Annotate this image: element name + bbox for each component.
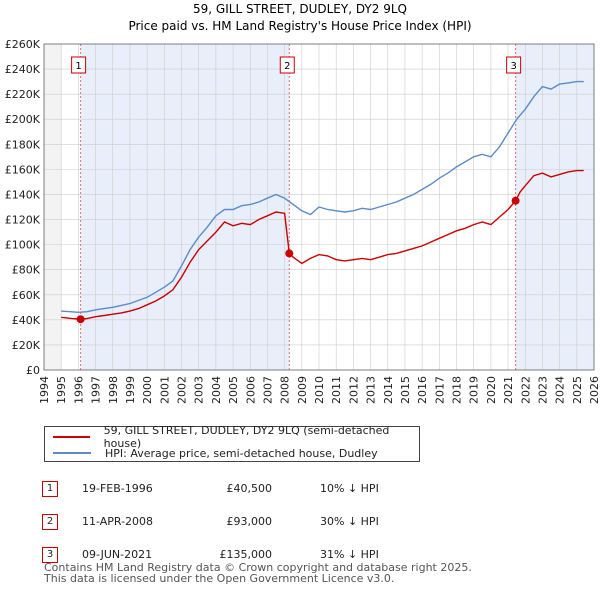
x-tick-label: 2005	[227, 376, 240, 404]
x-tick-label: 2015	[399, 376, 412, 404]
sale-point	[285, 249, 294, 258]
x-tick-label: 2000	[141, 376, 154, 404]
sale-label-number: 1	[75, 61, 81, 72]
y-tick-label: £240K	[5, 63, 41, 76]
x-tick-label: 2019	[468, 376, 481, 404]
x-tick-label: 2002	[176, 376, 189, 404]
chart-title: 59, GILL STREET, DUDLEY, DY2 9LQ	[193, 2, 407, 16]
x-tick-label: 1999	[124, 376, 137, 404]
transaction-price: £93,000	[226, 515, 273, 528]
transaction-price: £135,000	[219, 548, 273, 561]
y-tick-label: £80K	[12, 264, 41, 277]
x-tick-label: 2009	[296, 376, 309, 404]
x-tick-label: 2007	[261, 376, 274, 404]
x-tick-label: 2013	[365, 376, 378, 404]
x-tick-label: 2022	[519, 376, 532, 404]
y-tick-label: £100K	[5, 239, 41, 252]
table-row: 2 11-APR-2008 £93,000 30% ↓ HPI	[42, 505, 379, 538]
sale-label-number: 3	[510, 61, 516, 72]
footer-line-1: Contains HM Land Registry data © Crown c…	[44, 561, 472, 574]
x-tick-label: 2020	[485, 376, 498, 404]
x-tick-label: 2006	[244, 376, 257, 404]
legend-label-hpi: HPI: Average price, semi-detached house,…	[105, 446, 378, 460]
sale-label-box	[506, 56, 522, 74]
legend-swatch-hpi	[53, 452, 91, 454]
footer-attribution: Contains HM Land Registry data © Crown c…	[44, 562, 472, 584]
transaction-price: £40,500	[226, 482, 273, 495]
x-tick-label: 2004	[210, 376, 223, 404]
sale-point	[76, 315, 85, 324]
transaction-hpi: 10% ↓ HPI	[320, 482, 379, 495]
y-tick-label: £40K	[12, 314, 41, 327]
transactions-table: 1 19-FEB-1996 £40,500 10% ↓ HPI 2 11-APR…	[42, 472, 379, 571]
transaction-date: 09-JUN-2021	[82, 548, 153, 561]
x-tick-label: 2025	[571, 376, 584, 404]
x-tick-label: 2026	[588, 376, 600, 404]
x-tick-label: 2024	[554, 376, 567, 404]
x-tick-label: 2018	[451, 376, 464, 404]
x-tick-label: 2016	[416, 376, 429, 404]
plot-frame	[43, 43, 595, 371]
sale-label-number: 2	[284, 61, 290, 72]
y-tick-label: £160K	[5, 163, 41, 176]
chart-subtitle: Price paid vs. HM Land Registry's House …	[128, 19, 471, 33]
transaction-number: 3	[42, 546, 58, 563]
x-tick-label: 1998	[107, 376, 120, 404]
x-tick-label: 2001	[158, 376, 171, 404]
x-tick-label: 2017	[433, 376, 446, 404]
transaction-date: 19-FEB-1996	[82, 482, 153, 495]
x-tick-label: 2010	[313, 376, 326, 404]
x-tick-label: 1996	[72, 376, 85, 404]
x-tick-label: 2023	[536, 376, 549, 404]
pre-data-band	[44, 44, 62, 370]
footer-line-2: This data is licensed under the Open Gov…	[44, 572, 395, 585]
y-tick-label: £260K	[5, 38, 41, 51]
y-tick-label: £20K	[12, 339, 41, 352]
table-row: 1 19-FEB-1996 £40,500 10% ↓ HPI	[42, 472, 379, 505]
transaction-number: 2	[42, 513, 58, 530]
legend-label-property: 59, GILL STREET, DUDLEY, DY2 9LQ (semi-d…	[103, 424, 390, 450]
x-tick-label: 2021	[502, 376, 515, 404]
x-tick-label: 2011	[330, 376, 343, 404]
x-tick-label: 1997	[90, 376, 103, 404]
transaction-date: 11-APR-2008	[82, 515, 154, 528]
x-tick-label: 1994	[38, 376, 51, 404]
transaction-hpi: 30% ↓ HPI	[320, 515, 379, 528]
hpi-line	[61, 80, 584, 314]
x-tick-label: 2012	[347, 376, 360, 404]
property-price-line	[61, 169, 584, 320]
y-tick-label: £120K	[5, 214, 41, 227]
legend-swatch-property	[53, 436, 90, 438]
sale-period-shade	[515, 44, 594, 370]
x-tick-label: 2003	[193, 376, 206, 404]
sale-point	[511, 196, 520, 205]
y-tick-label: £0	[26, 364, 40, 377]
transaction-number: 1	[42, 480, 58, 497]
price-chart: 59, GILL STREET, DUDLEY, DY2 9LQ Price p…	[5, 2, 600, 404]
sale-period-shade	[80, 44, 290, 370]
y-tick-label: £180K	[5, 138, 41, 151]
legend-item-property: 59, GILL STREET, DUDLEY, DY2 9LQ (semi-d…	[53, 424, 419, 450]
y-tick-label: £60K	[12, 289, 41, 302]
sale-label-box	[71, 56, 87, 74]
y-tick-label: £200K	[5, 113, 41, 126]
table-row: 3 09-JUN-2021 £135,000 31% ↓ HPI	[42, 538, 379, 571]
transaction-hpi: 31% ↓ HPI	[320, 548, 379, 561]
chart-legend: 59, GILL STREET, DUDLEY, DY2 9LQ (semi-d…	[44, 424, 420, 462]
legend-item-hpi: HPI: Average price, semi-detached house,…	[53, 445, 378, 461]
x-tick-label: 2014	[382, 376, 395, 404]
x-tick-label: 2008	[279, 376, 292, 404]
x-tick-label: 1995	[55, 376, 68, 404]
sale-label-box	[279, 56, 295, 74]
y-tick-label: £140K	[5, 188, 41, 201]
y-tick-label: £220K	[5, 88, 41, 101]
